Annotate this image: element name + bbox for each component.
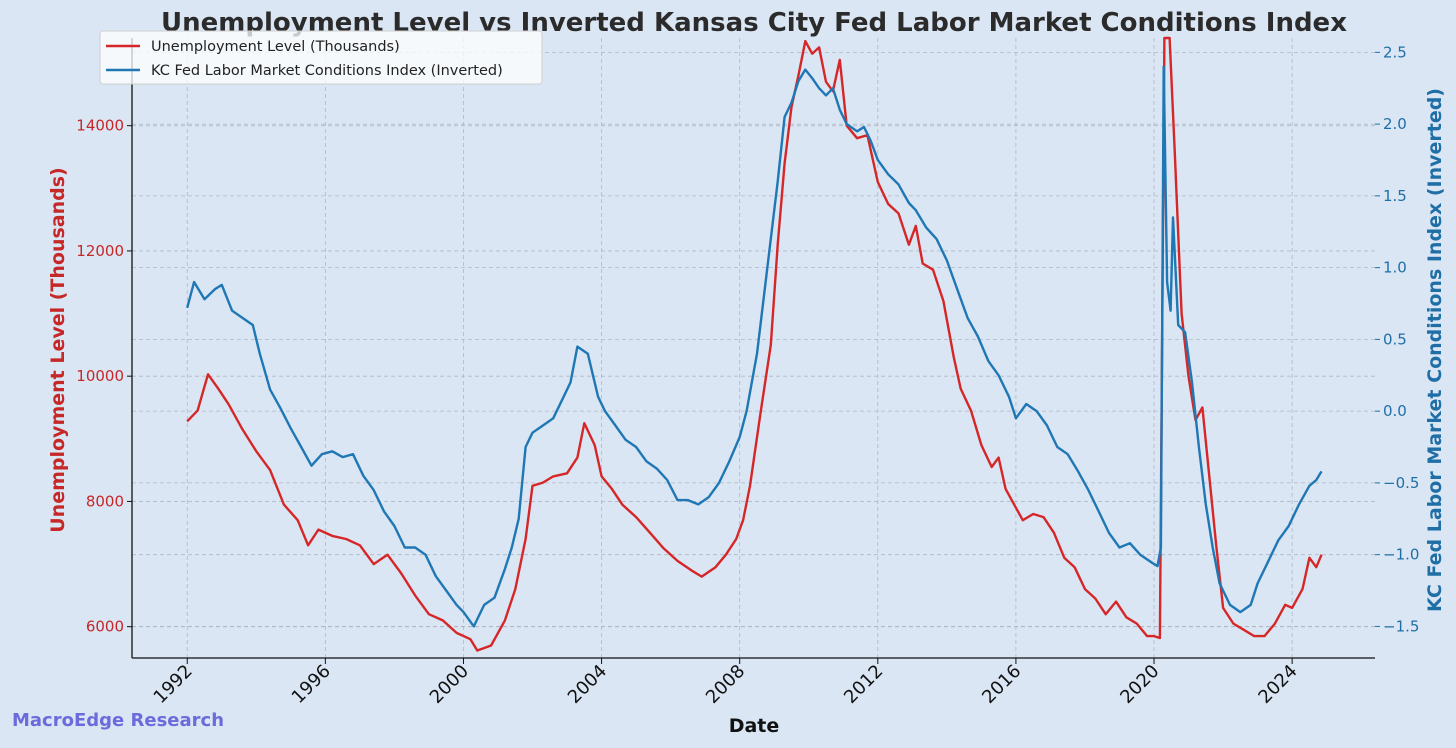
left-tick-label: 6000 — [86, 618, 124, 636]
left-tick-label: 14000 — [76, 117, 124, 135]
x-tick-label: 2016 — [978, 661, 1025, 708]
right-tick-label: −0.5 — [1383, 474, 1419, 492]
x-tick-label: 2004 — [564, 661, 611, 708]
x-axis-label: Date — [729, 715, 780, 737]
watermark: MacroEdge Research — [12, 710, 224, 731]
x-tick-label: 1996 — [288, 661, 335, 708]
right-tick-label: 0.0 — [1383, 402, 1407, 420]
legend-label-kc-index: KC Fed Labor Market Conditions Index (In… — [151, 63, 503, 79]
right-tick-label: −1.0 — [1383, 546, 1419, 564]
x-tick-label: 2024 — [1254, 661, 1301, 708]
axes — [131, 38, 1375, 659]
right-axis-label: KC Fed Labor Market Conditions Index (In… — [1424, 88, 1446, 612]
x-tick-label: 2012 — [840, 661, 887, 708]
left-tick-label: 8000 — [86, 492, 124, 510]
x-tick-label: 2008 — [702, 661, 749, 708]
ticks: 1992 1996 2000 2004 2008 2012 2016 2020 2024 6000… — [76, 43, 1419, 708]
legend-label-unemployment: Unemployment Level (Thousands) — [151, 39, 400, 55]
right-tick-label: 2.5 — [1383, 43, 1407, 61]
grid — [132, 38, 1375, 658]
right-tick-label: 1.5 — [1383, 187, 1407, 205]
legend-box — [99, 30, 543, 85]
right-tick-label: −1.5 — [1383, 617, 1419, 635]
series-kc-index-line — [186, 65, 1323, 628]
series-layer — [186, 36, 1323, 652]
right-tick-label: 1.0 — [1383, 259, 1407, 277]
right-tick-label: 0.5 — [1383, 330, 1407, 348]
x-tick-label: 2020 — [1116, 661, 1163, 708]
left-tick-label: 12000 — [76, 242, 124, 260]
legend: Unemployment Level (Thousands) KC Fed La… — [99, 30, 543, 85]
right-tick-label: 2.0 — [1383, 115, 1407, 133]
series-unemployment-line — [186, 36, 1323, 652]
left-axis-label: Unemployment Level (Thousands) — [47, 167, 69, 533]
x-tick-label: 1992 — [150, 661, 197, 708]
x-tick-label: 2000 — [426, 661, 473, 708]
left-tick-label: 10000 — [76, 367, 124, 385]
